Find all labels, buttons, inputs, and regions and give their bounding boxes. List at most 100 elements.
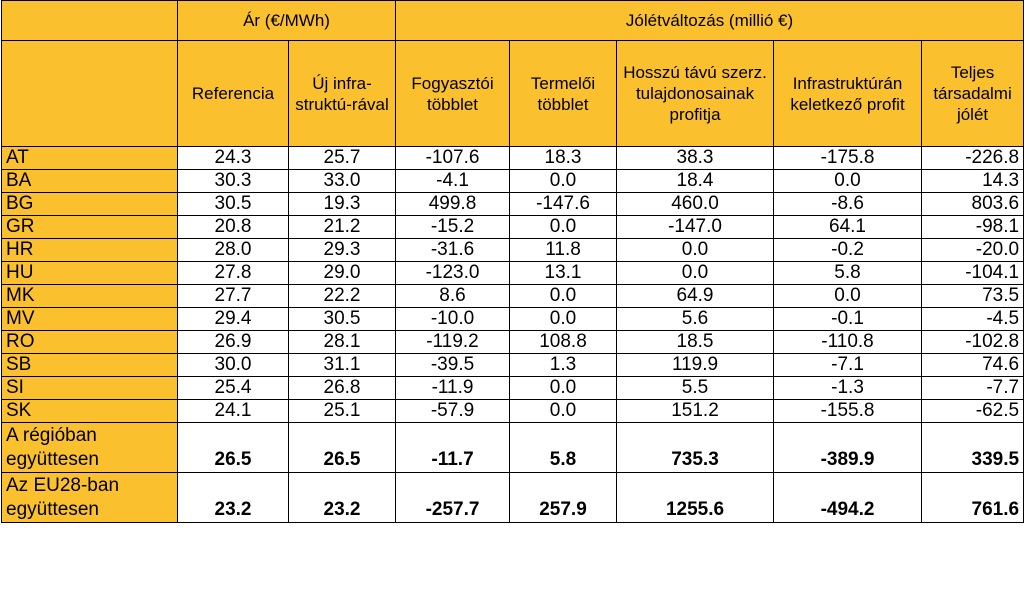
table-cell: 0.0 <box>616 261 775 285</box>
table-cell: -1.3 <box>773 376 923 400</box>
table-row: HU 27.8 29.0 -123.0 13.1 0.0 5.8 -104.1 <box>1 261 1024 285</box>
table-cell: 0.0 <box>509 284 618 308</box>
table-row: BG 30.5 19.3 499.8 -147.6 460.0 -8.6 803.6 <box>1 192 1024 216</box>
table-cell: 22.2 <box>287 284 397 308</box>
row-label: AT <box>1 146 178 170</box>
row-label: Az EU28-ban együttesen <box>1 472 178 523</box>
table-row: SB 30.0 31.1 -39.5 1.3 119.9 -7.1 74.6 <box>1 353 1024 377</box>
table-cell: -102.8 <box>921 330 1024 354</box>
table-cell: 25.4 <box>177 376 289 400</box>
table-cell: -226.8 <box>921 146 1024 170</box>
table-cell: -31.6 <box>395 238 511 262</box>
table-cell: -4.5 <box>921 307 1024 331</box>
table-cell: 14.3 <box>921 169 1024 193</box>
table-row: SK 24.1 25.1 -57.9 0.0 151.2 -155.8 -62.5 <box>1 399 1024 423</box>
table-cell: 30.3 <box>177 169 289 193</box>
table-cell: 803.6 <box>921 192 1024 216</box>
table-cell: -123.0 <box>395 261 511 285</box>
table-cell: -98.1 <box>921 215 1024 239</box>
table-cell: 25.1 <box>287 399 397 423</box>
table-cell: 0.0 <box>509 399 618 423</box>
table-cell: 23.2 <box>287 472 397 523</box>
table-cell: -0.2 <box>773 238 923 262</box>
table-cell: 0.0 <box>773 284 923 308</box>
table-cell: -8.6 <box>773 192 923 216</box>
table-cell: -11.9 <box>395 376 511 400</box>
table-cell: -147.6 <box>509 192 618 216</box>
table-cell: 31.1 <box>287 353 397 377</box>
table-cell: 0.0 <box>616 238 775 262</box>
table-cell: -494.2 <box>773 472 923 523</box>
table-cell: 29.0 <box>287 261 397 285</box>
table-cell: 21.2 <box>287 215 397 239</box>
column-header-total-welfare: Teljes társadalmi jólét <box>921 40 1024 147</box>
table-cell: -4.1 <box>395 169 511 193</box>
table-cell: -0.1 <box>773 307 923 331</box>
table-cell: 33.0 <box>287 169 397 193</box>
table-cell: 23.2 <box>177 472 289 523</box>
table-cell: -20.0 <box>921 238 1024 262</box>
row-label: A régióban együttesen <box>1 422 178 473</box>
row-label: BA <box>1 169 178 193</box>
table-row: MV 29.4 30.5 -10.0 0.0 5.6 -0.1 -4.5 <box>1 307 1024 331</box>
welfare-table: Ár (€/MWh) Jólétváltozás (millió €) Refe… <box>1 0 1024 523</box>
table-cell: -10.0 <box>395 307 511 331</box>
table-cell: 18.5 <box>616 330 775 354</box>
column-header-long-term-contract-profit: Hosszú távú szerz. tulajdonosainak profi… <box>616 40 775 147</box>
table-cell: 5.5 <box>616 376 775 400</box>
row-label: MV <box>1 307 178 331</box>
table-cell: 24.1 <box>177 399 289 423</box>
table-cell: 5.6 <box>616 307 775 331</box>
table-cell: 761.6 <box>921 472 1024 523</box>
row-label: BG <box>1 192 178 216</box>
table-cell: 29.3 <box>287 238 397 262</box>
column-header-reference: Referencia <box>177 40 289 147</box>
table-cell: 64.1 <box>773 215 923 239</box>
column-header-producer-surplus: Termelői többlet <box>509 40 618 147</box>
table-cell: 11.8 <box>509 238 618 262</box>
table-cell: -119.2 <box>395 330 511 354</box>
price-group-header: Ár (€/MWh) <box>176 0 397 41</box>
row-label: GR <box>1 215 178 239</box>
table-row: MK 27.7 22.2 8.6 0.0 64.9 0.0 73.5 <box>1 284 1024 308</box>
column-header-new-infrastructure: Új infra-struktú-rával <box>287 40 397 147</box>
table-row: AT 24.3 25.7 -107.6 18.3 38.3 -175.8 -226.8 <box>1 146 1024 170</box>
table-cell: -39.5 <box>395 353 511 377</box>
table-cell: 0.0 <box>509 215 618 239</box>
table-cell: 28.1 <box>287 330 397 354</box>
table-cell: 13.1 <box>509 261 618 285</box>
table-cell: -7.1 <box>773 353 923 377</box>
row-label: HR <box>1 238 178 262</box>
table-cell: 29.4 <box>177 307 289 331</box>
table-cell: 0.0 <box>773 169 923 193</box>
row-label: HU <box>1 261 178 285</box>
table-cell: 0.0 <box>509 307 618 331</box>
table-cell: 74.6 <box>921 353 1024 377</box>
table-cell: 460.0 <box>616 192 775 216</box>
table-cell: 73.5 <box>921 284 1024 308</box>
table-cell: 26.5 <box>287 422 397 473</box>
row-label: RO <box>1 330 178 354</box>
table-cell: -257.7 <box>395 472 511 523</box>
table-cell: 0.0 <box>509 169 618 193</box>
table-cell: 499.8 <box>395 192 511 216</box>
corner-cell <box>1 0 178 41</box>
table-row: GR 20.8 21.2 -15.2 0.0 -147.0 64.1 -98.1 <box>1 215 1024 239</box>
table-row: HR 28.0 29.3 -31.6 11.8 0.0 -0.2 -20.0 <box>1 238 1024 262</box>
table-cell: 27.7 <box>177 284 289 308</box>
table-cell: 30.5 <box>177 192 289 216</box>
row-label: MK <box>1 284 178 308</box>
table-cell: 5.8 <box>773 261 923 285</box>
table-cell: 735.3 <box>616 422 775 473</box>
table-row: SI 25.4 26.8 -11.9 0.0 5.5 -1.3 -7.7 <box>1 376 1024 400</box>
table-cell: -155.8 <box>773 399 923 423</box>
table-cell: -104.1 <box>921 261 1024 285</box>
table-cell: 30.0 <box>177 353 289 377</box>
table-cell: 27.8 <box>177 261 289 285</box>
total-row: Az EU28-ban együttesen 23.2 23.2 -257.7 257.… <box>1 472 1024 523</box>
table-cell: 5.8 <box>509 422 618 473</box>
corner-cell-lower <box>1 40 178 147</box>
row-label: SK <box>1 399 178 423</box>
table-cell: 1.3 <box>509 353 618 377</box>
table-row: BA 30.3 33.0 -4.1 0.0 18.4 0.0 14.3 <box>1 169 1024 193</box>
